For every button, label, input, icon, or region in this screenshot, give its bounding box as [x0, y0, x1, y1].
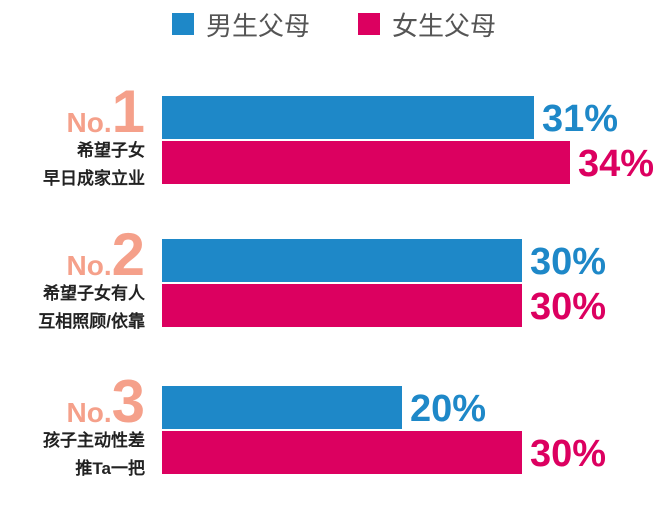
- rank-badge-1: No.1: [67, 78, 145, 145]
- category-label-2-line-2: 互相照顾/依靠: [38, 311, 145, 331]
- bar-female-3: [162, 431, 522, 474]
- value-label-female-1: 34%: [578, 143, 654, 185]
- category-label-2-line-1: 希望子女有人: [43, 283, 146, 303]
- legend-label-2: 女生父母: [392, 11, 496, 41]
- value-label-female-3: 30%: [530, 433, 606, 475]
- bar-male-2: [162, 239, 522, 282]
- bar-male-3: [162, 386, 402, 429]
- bar-male-1: [162, 96, 534, 139]
- category-label-3-line-1: 孩子主动性差: [43, 430, 145, 450]
- rank-prefix: No.: [67, 107, 112, 138]
- rank-badge-2: No.2: [67, 221, 145, 288]
- bar-female-2: [162, 284, 522, 327]
- legend-swatch-2: [358, 13, 380, 35]
- legend-label-1: 男生父母: [206, 11, 310, 41]
- rank-badge-3: No.3: [67, 368, 145, 435]
- rank-number: 2: [112, 221, 145, 288]
- category-label-1-line-1: 希望子女: [77, 140, 145, 160]
- value-label-male-2: 30%: [530, 241, 606, 283]
- rank-number: 1: [112, 78, 145, 145]
- bar-female-1: [162, 141, 570, 184]
- category-label-3-line-2: 推Ta一把: [75, 458, 145, 478]
- value-label-male-3: 20%: [410, 388, 486, 430]
- rank-number: 3: [112, 368, 145, 435]
- rank-prefix: No.: [67, 397, 112, 428]
- legend-swatch-1: [172, 13, 194, 35]
- category-label-1-line-2: 早日成家立业: [43, 168, 145, 188]
- rank-prefix: No.: [67, 250, 112, 281]
- value-label-male-1: 31%: [542, 98, 618, 140]
- value-label-female-2: 30%: [530, 286, 606, 328]
